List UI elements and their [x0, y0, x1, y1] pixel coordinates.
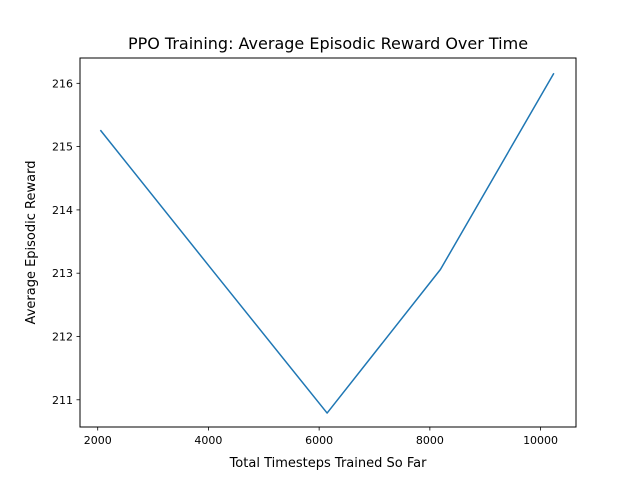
y-tick-label: 211	[52, 394, 73, 407]
x-axis-label: Total Timesteps Trained So Far	[229, 456, 427, 471]
y-tick-label: 216	[52, 77, 73, 90]
plot-layer	[99, 72, 555, 414]
x-tick-label: 2000	[84, 434, 112, 447]
x-tick-label: 6000	[305, 434, 333, 447]
x-axis-ticks: 2000 4000 6000 8000 10000	[84, 427, 558, 447]
y-tick-label: 213	[52, 267, 73, 280]
chart-title: PPO Training: Average Episodic Reward Ov…	[128, 34, 528, 53]
y-axis-label: Average Episodic Reward	[24, 161, 39, 325]
series-line-0	[99, 72, 555, 414]
y-tick-label: 215	[52, 141, 73, 154]
y-axis-ticks: 211 212 213 214 215 216	[52, 77, 80, 407]
x-tick-label: 10000	[523, 434, 558, 447]
y-tick-label: 214	[52, 204, 73, 217]
x-tick-label: 8000	[416, 434, 444, 447]
x-tick-label: 4000	[194, 434, 222, 447]
plot-frame	[79, 57, 577, 428]
y-tick-label: 212	[52, 330, 73, 343]
